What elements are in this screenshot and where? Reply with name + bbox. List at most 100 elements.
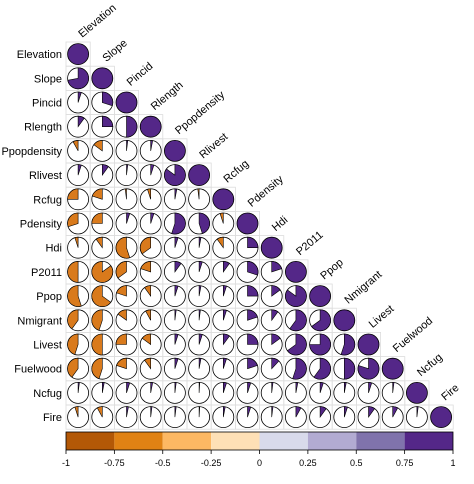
pie-hdi-slope (95, 236, 103, 249)
col-label-rlength: Rlength (149, 79, 186, 113)
pie-ppop-elevation (67, 285, 82, 307)
pie-hdi-rlivest (198, 236, 202, 248)
row-label-rcfug: Rcfug (33, 194, 62, 206)
pie-ppop-hdi (271, 285, 281, 297)
pie-fuelwood-rlength (144, 357, 151, 370)
row-label-slope: Slope (34, 73, 62, 85)
pie-rlength-elevation (77, 115, 85, 128)
pie-ncfug-nmigrant (344, 382, 347, 393)
pie-fire-nmigrant (344, 406, 348, 418)
pie-hdi-pincid (115, 236, 131, 259)
col-label-elevation: Elevation (76, 2, 118, 40)
pie-p2011-p2011 (284, 260, 307, 283)
pie-p2011-elevation (67, 261, 79, 283)
pie-rcfug-rlivest (197, 188, 200, 200)
pie-ncfug-rlivest (198, 382, 201, 393)
row-label-nmigrant: Nmigrant (17, 315, 62, 327)
pie-rlivest-elevation (77, 164, 82, 176)
pie-ppop-rlivest (198, 285, 202, 297)
colorbar-segment (356, 432, 405, 450)
pie-fuelwood-rlivest (198, 357, 202, 369)
pie-fire-rlivest (198, 406, 201, 418)
pie-pdensity-ppopdensity (171, 212, 186, 235)
pie-fire-fuelwood (392, 406, 399, 418)
row-label-ppopdensity: Ppopdensity (1, 146, 62, 158)
pie-fuelwood-fuelwood (381, 357, 404, 380)
colorbar-tick-label: 1 (450, 458, 455, 468)
pie-nmigrant-hdi (271, 309, 279, 322)
pie-ncfug-ppop (319, 382, 324, 393)
pie-fuelwood-rcfug (223, 357, 227, 369)
pie-p2011-rcfug (223, 261, 230, 273)
pie-hdi-ppopdensity (174, 236, 179, 248)
pie-pdensity-elevation (67, 212, 79, 228)
pie-ppop-p2011 (285, 285, 307, 307)
pie-slope-slope (91, 67, 114, 90)
pie-livest-livest (357, 333, 380, 356)
colorbar-segment (404, 432, 453, 450)
row-label-livest: Livest (33, 340, 62, 352)
pie-fire-elevation (74, 406, 79, 418)
col-label-slope: Slope (101, 37, 130, 64)
pie-ppop-pincid (116, 285, 127, 297)
row-label-fuelwood: Fuelwood (14, 364, 62, 376)
pie-ncfug-elevation (77, 382, 80, 393)
col-label-nmigrant: Nmigrant (343, 269, 385, 307)
col-label-ppopdensity: Ppopdensity (173, 89, 227, 137)
pie-p2011-pdensity (247, 261, 259, 276)
colorbar-segment (162, 432, 212, 450)
pie-rcfug-rlength (147, 188, 151, 200)
pie-ppopdensity-elevation (72, 140, 79, 152)
pie-rlength-rlength (139, 115, 162, 138)
pie-pdensity-pincid (126, 212, 131, 224)
pie-nmigrant-rcfug (223, 309, 227, 321)
row-label-ppop: Ppop (36, 291, 62, 303)
row-label-p2011: P2011 (31, 267, 62, 279)
col-label-rlivest: Rlivest (197, 131, 230, 161)
pie-fuelwood-slope (91, 357, 103, 380)
pie-p2011-slope (91, 261, 114, 283)
pie-fire-rlength (150, 406, 153, 418)
row-label-fire: Fire (43, 412, 62, 424)
pie-ppopdensity-pincid (126, 140, 129, 151)
pie-livest-hdi (271, 333, 281, 346)
pie-rcfug-ppopdensity (174, 188, 178, 200)
pie-livest-rlength (141, 333, 151, 346)
pie-ppop-slope (91, 285, 112, 307)
pie-fire-hdi (271, 406, 274, 418)
pie-fuelwood-livest (357, 357, 380, 380)
pie-pdensity-rcfug (219, 212, 224, 224)
pie-rlivest-slope (102, 164, 109, 177)
pie-rcfug-pincid (124, 188, 127, 200)
colorbar-tick-label: 0.75 (396, 458, 414, 468)
pie-pincid-slope (102, 91, 114, 107)
pie-ppop-ppop (309, 285, 332, 308)
pie-fire-livest (368, 406, 376, 419)
pie-hdi-hdi (260, 236, 283, 259)
pie-pdensity-pdensity (236, 212, 259, 235)
col-label-fire: Fire (439, 382, 461, 403)
pie-ppop-rcfug (223, 285, 227, 297)
pie-fuelwood-hdi (271, 357, 280, 370)
pie-livest-rlivest (198, 333, 203, 345)
pie-pdensity-rlength (150, 212, 155, 224)
pie-ppopdensity-slope (93, 140, 103, 152)
col-label-p2011: P2011 (294, 229, 325, 258)
pie-hdi-rlength (139, 236, 151, 255)
pie-hdi-pdensity (247, 236, 259, 248)
pie-rlength-pincid (126, 115, 138, 138)
row-label-ncfug: Ncfug (33, 388, 62, 400)
pie-ncfug-hdi (271, 382, 274, 393)
pie-ncfug-livest (368, 382, 373, 393)
pie-ncfug-p2011 (295, 382, 299, 393)
pie-fire-pincid (126, 406, 129, 418)
pie-ncfug-pincid (126, 382, 131, 393)
pie-p2011-rlength (140, 261, 151, 273)
pie-fire-rcfug (223, 406, 226, 418)
pie-fuelwood-ppop (313, 357, 331, 380)
pie-hdi-rcfug (216, 236, 224, 249)
row-label-hdi: Hdi (45, 243, 62, 255)
pie-rcfug-slope (91, 188, 103, 200)
pie-rlivest-rlength (150, 164, 155, 176)
